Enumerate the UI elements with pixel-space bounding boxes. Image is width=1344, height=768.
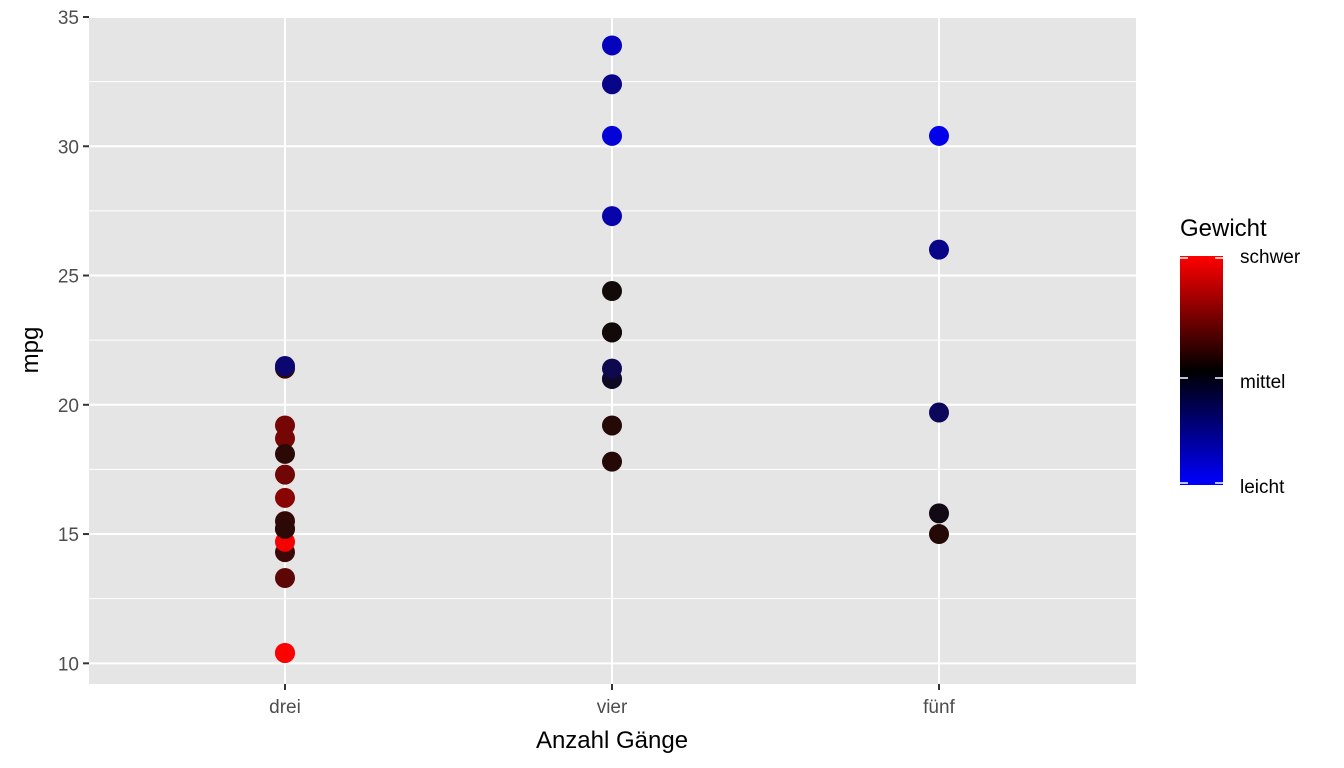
data-point [275,464,295,485]
data-point [275,487,295,508]
data-point [602,125,622,146]
data-point [275,356,295,377]
data-point [929,402,949,423]
y-tick-label: 30 [58,137,79,158]
x-tick-label: drei [269,697,301,718]
y-axis-title: mpg [17,327,44,374]
legend-colorbar [1180,256,1223,485]
legend-title: Gewicht [1180,215,1267,242]
y-tick-label: 10 [58,654,79,675]
y-tick-label: 20 [58,396,79,417]
data-point [602,451,622,472]
legend-label-schwer: schwer [1240,247,1301,268]
data-point [275,642,295,663]
data-point [275,443,295,464]
data-point [929,125,949,146]
data-point [602,35,622,56]
data-point [275,568,295,589]
legend-label-mittel: mittel [1240,372,1285,393]
data-point [929,503,949,524]
y-tick-label: 15 [58,525,79,546]
data-point [602,74,622,95]
data-point [275,518,295,539]
data-point [602,206,622,227]
data-point [929,524,949,545]
grid-lines [89,16,1136,684]
data-point [929,239,949,260]
axes: 10 15 20 25 30 35 drei vier fünf [58,8,956,718]
data-point [275,415,295,436]
x-tick-label: fünf [923,697,955,718]
data-point [602,358,622,379]
data-point [602,281,622,302]
y-tick-label: 25 [58,267,79,288]
y-tick-label: 35 [58,8,79,29]
data-points [275,35,949,663]
legend: Gewicht schwer mittel leicht [1180,215,1301,498]
data-point [602,322,622,343]
x-axis-title: Anzahl Gänge [536,727,688,754]
data-point [602,415,622,436]
x-tick-label: vier [597,697,628,718]
legend-label-leicht: leicht [1240,477,1285,498]
legend-ticks [1180,257,1223,484]
